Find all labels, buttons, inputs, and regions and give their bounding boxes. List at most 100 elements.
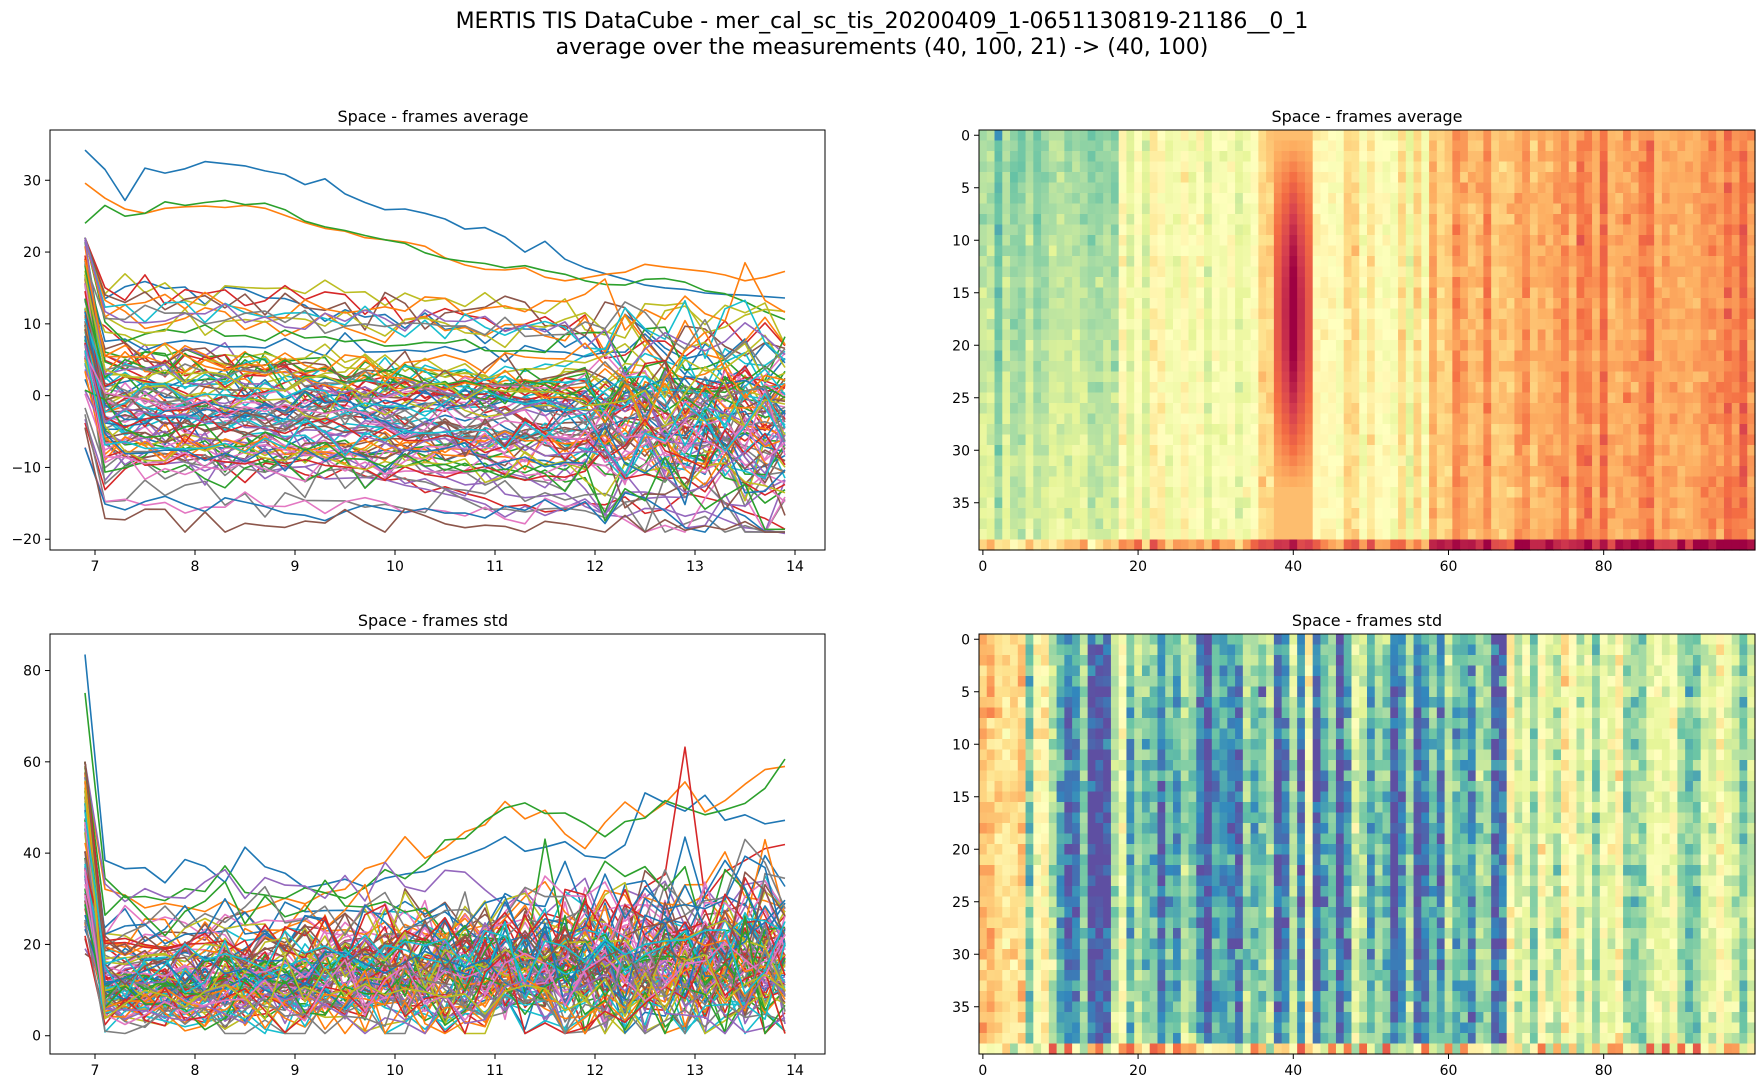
avg-heatmap-cell (1126, 130, 1135, 142)
std-heatmap-cell (1033, 686, 1042, 698)
avg-heatmap-cell (1320, 203, 1329, 215)
avg-heatmap-cell (1646, 151, 1655, 163)
std-line-plot-series-line (84, 654, 786, 889)
avg-heatmap-cell (1685, 203, 1694, 215)
avg-heatmap-cell (1739, 214, 1748, 226)
avg-heatmap-cell (1079, 329, 1089, 341)
std-heatmap-cell (1390, 697, 1399, 709)
avg-heatmap-cell (1537, 466, 1547, 478)
avg-heatmap-cell (1072, 487, 1081, 499)
avg-heatmap-cell (1747, 245, 1756, 257)
avg-heatmap-cell (1545, 308, 1554, 320)
std-heatmap-cell (1025, 676, 1034, 688)
avg-heatmap-cell (1514, 287, 1523, 299)
avg-heatmap-cell (1289, 329, 1298, 341)
avg-heatmap-cell (1141, 350, 1151, 362)
avg-heatmap-cell (1429, 298, 1438, 310)
std-heatmap-cell (1436, 655, 1446, 667)
avg-heatmap-cell (1149, 371, 1159, 383)
avg-heatmap-cell (1126, 434, 1135, 446)
avg-heatmap-cell (1467, 151, 1477, 163)
avg-heatmap-cell (1056, 203, 1065, 215)
avg-heatmap-cell (1266, 130, 1275, 142)
avg-heatmap-cell (1467, 245, 1477, 257)
avg-heatmap-cell (1615, 455, 1624, 467)
avg-heatmap-cell (1405, 361, 1415, 373)
avg-heatmap-cell (1180, 308, 1190, 320)
avg-heatmap-cell (1723, 329, 1733, 341)
avg-heatmap-cell (994, 235, 1003, 247)
avg-heatmap-cell (1118, 182, 1128, 194)
avg-heatmap-cell (1436, 256, 1446, 268)
avg-heatmap-cell (1157, 319, 1166, 331)
avg-heatmap-cell (1258, 403, 1267, 415)
avg-heatmap-cell (1405, 182, 1415, 194)
avg-heatmap-cell (1351, 224, 1360, 236)
avg-heatmap-cell (1592, 193, 1601, 205)
avg-heatmap-cell (1002, 224, 1011, 236)
avg-heatmap-cell (1033, 518, 1042, 530)
avg-heatmap-cell (994, 382, 1003, 394)
avg-heatmap-cell (1491, 287, 1500, 299)
avg-heatmap-cell (1010, 161, 1019, 173)
avg-heatmap-cell (1149, 151, 1159, 163)
avg-heatmap-cell (1669, 340, 1678, 352)
avg-heatmap-cell (1025, 529, 1034, 541)
avg-heatmap-cell (1126, 235, 1135, 247)
std-heatmap-cell (1483, 686, 1492, 698)
avg-heatmap-cell (1723, 371, 1733, 383)
avg-heatmap-cell (1025, 214, 1034, 226)
avg-heatmap-cell (1731, 539, 1741, 551)
avg-heatmap-cell (1506, 382, 1516, 394)
avg-heatmap-cell (1514, 235, 1523, 247)
avg-heatmap-cell (1134, 182, 1143, 194)
avg-heatmap-cell (1708, 392, 1717, 404)
avg-heatmap-cell (1677, 424, 1686, 436)
avg-heatmap-cell (1025, 203, 1034, 215)
avg-heatmap-cell (1196, 329, 1205, 341)
avg-heatmap-cell (1498, 403, 1508, 415)
avg-heatmap-cell (1010, 508, 1019, 520)
avg-heatmap-cell (1025, 445, 1034, 457)
std-heatmap-cell (1522, 665, 1531, 677)
avg-line-plot-series-line (84, 199, 786, 321)
std-heatmap-cell (1335, 655, 1345, 667)
avg-heatmap-cell (1374, 172, 1384, 184)
avg-heatmap-cell (1592, 487, 1601, 499)
avg-heatmap-cell (1444, 224, 1453, 236)
avg-heatmap-cell (1452, 224, 1461, 236)
avg-heatmap-cell (1607, 539, 1616, 551)
std-heatmap-cell (1592, 697, 1601, 709)
avg-heatmap-cell (1367, 193, 1376, 205)
avg-heatmap-cell (1242, 235, 1252, 247)
avg-heatmap-cell (1033, 476, 1042, 488)
avg-heatmap-cell (1599, 319, 1609, 331)
std-heatmap-cell (1141, 665, 1151, 677)
avg-heatmap-cell (1584, 539, 1593, 551)
avg-heatmap-cell (1669, 308, 1678, 320)
avg-heatmap-cell (1537, 340, 1547, 352)
avg-heatmap-cell (1506, 140, 1516, 152)
avg-heatmap-cell (1227, 434, 1236, 446)
avg-heatmap-cell (1677, 445, 1686, 457)
avg-heatmap-cell (1064, 424, 1073, 436)
avg-heatmap-cell (1529, 224, 1539, 236)
avg-heatmap-cell (1429, 466, 1438, 478)
avg-heatmap-cell (1561, 130, 1570, 142)
avg-heatmap-cell (1025, 371, 1034, 383)
std-line-plot-series-line (84, 917, 786, 1014)
avg-heatmap-cell (1599, 203, 1609, 215)
avg-heatmap-cell (994, 277, 1003, 289)
std-heatmap-cell (1553, 676, 1562, 688)
avg-heatmap-cell (1304, 308, 1314, 320)
avg-heatmap-cell (1242, 361, 1252, 373)
avg-heatmap-cell (1157, 266, 1166, 278)
avg-heatmap-cell (1188, 539, 1197, 551)
avg-heatmap-cell (1095, 508, 1104, 520)
std-heatmap-cell (1654, 655, 1663, 667)
avg-heatmap-cell (1165, 319, 1174, 331)
avg-heatmap-cell (1677, 298, 1686, 310)
avg-heatmap-cell (1110, 224, 1120, 236)
std-heatmap-cell (1219, 655, 1228, 667)
avg-heatmap-cell (986, 287, 996, 299)
